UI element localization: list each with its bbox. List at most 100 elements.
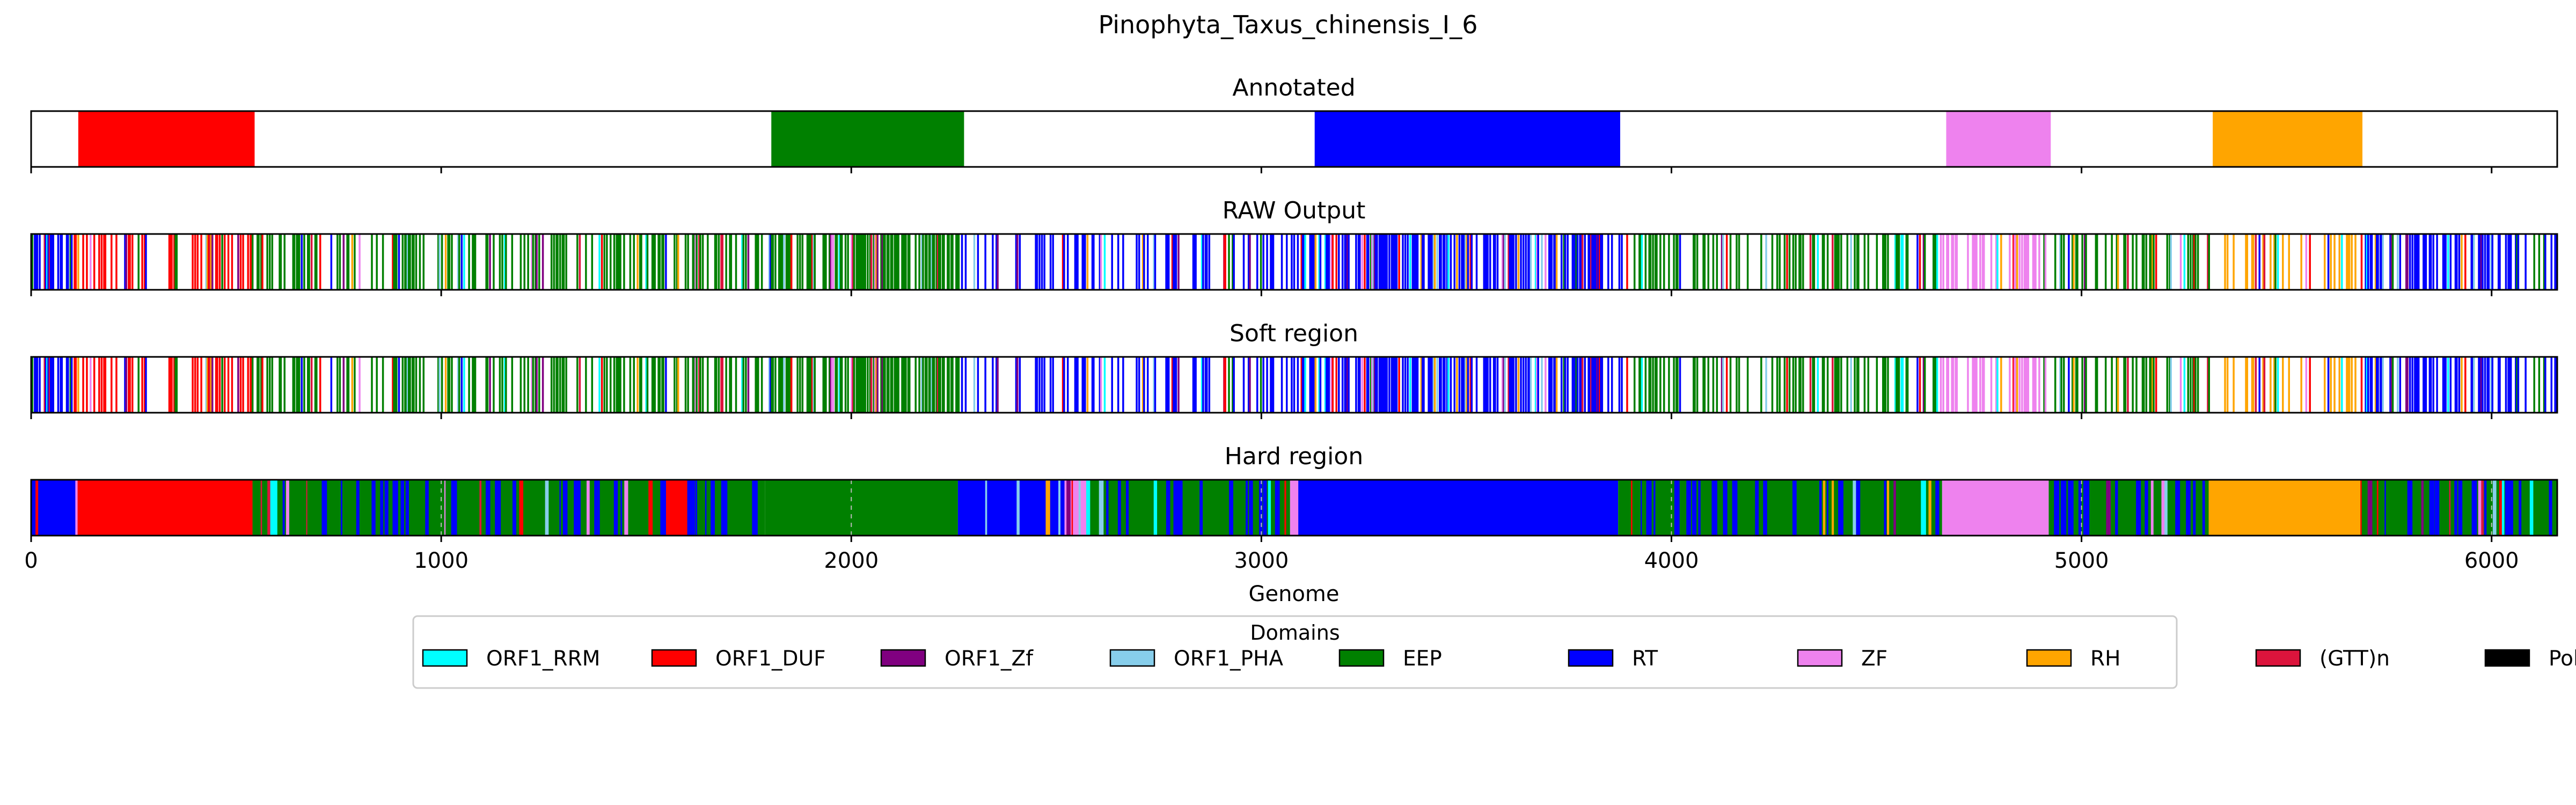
segment-EEP — [2048, 480, 2209, 536]
segment-EEP — [771, 111, 964, 167]
segment-RT — [495, 480, 501, 536]
segment-RT — [1884, 480, 1886, 536]
segment-ZF — [2478, 480, 2484, 536]
segment-RT — [1259, 480, 1263, 536]
segment-EEP — [2464, 480, 2468, 536]
segment-RT — [1653, 480, 1656, 536]
segment-RT — [705, 480, 707, 536]
legend-label: RT — [1632, 647, 1658, 671]
segment-RT — [2505, 480, 2511, 536]
segment-RT — [1177, 480, 1183, 536]
segment-RT — [1732, 480, 1738, 536]
x-tick-label: 3000 — [1234, 548, 1289, 573]
segment-ORF1_RRM — [1086, 480, 1091, 536]
panel-soft-region: Soft region — [30, 320, 2558, 419]
segment-ORF1_DUF — [519, 480, 524, 536]
legend-title: Domains — [1250, 621, 1340, 645]
segment-ZF — [586, 480, 590, 536]
segment-ORF1_PHA — [985, 480, 987, 536]
segment-RT — [2186, 480, 2191, 536]
segment-RT — [2434, 480, 2440, 536]
legend-item-rh: RH — [2026, 647, 2120, 671]
segment-RH — [2208, 480, 2361, 536]
segment-RT — [282, 480, 285, 536]
segment-RT — [2549, 480, 2552, 536]
legend-item-orf1-duf: ORF1_DUF — [651, 647, 826, 671]
legend-item-polia: PoliA — [2484, 647, 2576, 671]
segment-RT — [2136, 480, 2141, 536]
segment-RT — [1029, 480, 1033, 536]
legend-label: ORF1_Zf — [945, 647, 1034, 671]
legend-items: ORF1_RRM ORF1_DUF ORF1_Zf ORF1_PHA EEP RT ZF RH… — [422, 647, 2576, 671]
segment-ZF — [75, 480, 78, 536]
segment-RT — [2068, 480, 2074, 536]
segment-RT — [321, 480, 327, 536]
segment-RH — [1831, 480, 1834, 536]
segment-EEP — [1089, 480, 1290, 536]
segment-EEP — [765, 480, 958, 536]
segment-RT — [1826, 480, 1828, 536]
segment-RT — [340, 480, 342, 536]
panel-frame — [30, 110, 2558, 168]
segment-ORF1_PHA — [1016, 480, 1020, 536]
segment-ZF — [2161, 480, 2166, 536]
segment-RT — [2087, 480, 2090, 536]
segment-RT — [371, 480, 376, 536]
x-tick-label: 4000 — [1644, 548, 1699, 573]
segment-RT — [1856, 480, 1861, 536]
legend-item-zf: ZF — [1797, 647, 1887, 671]
segment-RT — [1314, 111, 1620, 167]
segment-ORF1_DUF — [35, 480, 39, 536]
segment-RT — [425, 480, 429, 536]
segment-RT — [356, 480, 360, 536]
segment-(GTT)n — [267, 480, 273, 536]
legend-item-rt: RT — [1568, 647, 1658, 671]
segment-ORF1_RRM — [1153, 480, 1158, 536]
legend-swatch — [2255, 649, 2301, 667]
segment-ORF1_PHA — [1099, 480, 1104, 536]
segment-RT — [1838, 480, 1843, 536]
panel-title: Annotated — [1232, 74, 1355, 101]
segment-ORF1_DUF — [78, 111, 255, 167]
segment-ZF — [444, 480, 446, 536]
segment-RT — [2083, 480, 2089, 536]
panel-title: Soft region — [1230, 320, 1358, 347]
segment-RT — [613, 480, 618, 536]
segment-RT — [384, 480, 389, 536]
legend-swatch — [1109, 649, 1155, 667]
panel-frame — [30, 233, 2558, 291]
legend-label: ZF — [1861, 647, 1887, 671]
segment-RT — [1263, 480, 1267, 536]
segment-ORF1_RRM — [1268, 480, 1271, 536]
segment-RT — [1106, 480, 1109, 536]
segment-RT — [2429, 480, 2434, 536]
segment-RT — [2060, 480, 2067, 536]
segment-(GTT)n — [2481, 480, 2484, 536]
segment-ORF1_RRM — [270, 480, 274, 536]
legend: Domains ORF1_RRM ORF1_DUF ORF1_Zf ORF1_PHA E… — [412, 615, 2576, 689]
segment-EEP — [252, 480, 663, 536]
segment-RH — [1928, 480, 1931, 536]
segment-RT — [576, 480, 581, 536]
segment-(GTT)n — [479, 480, 482, 536]
segment-RT — [562, 480, 568, 536]
legend-item-orf1-zf: ORF1_Zf — [880, 647, 1034, 671]
segment-ZF — [624, 480, 628, 536]
segment-ZF — [1946, 111, 2051, 167]
segment-RT — [721, 480, 726, 536]
segment-RH — [1887, 480, 1890, 536]
segment-RT — [692, 480, 696, 536]
legend-label: ORF1_PHA — [1174, 647, 1283, 671]
segment-RT — [2115, 480, 2118, 536]
segment-RH — [1045, 480, 1050, 536]
segment-RT — [687, 480, 693, 536]
segment-ORF1_DUF — [1071, 480, 1073, 536]
segment-ORF1_DUF — [76, 480, 253, 536]
segment-RT — [2471, 480, 2477, 536]
legend-item--gtt-n: (GTT)n — [2255, 647, 2390, 671]
segment-RT — [43, 480, 46, 536]
segment-RT — [711, 480, 715, 536]
segment-RH — [1823, 480, 1826, 536]
segment-RT — [559, 480, 561, 536]
